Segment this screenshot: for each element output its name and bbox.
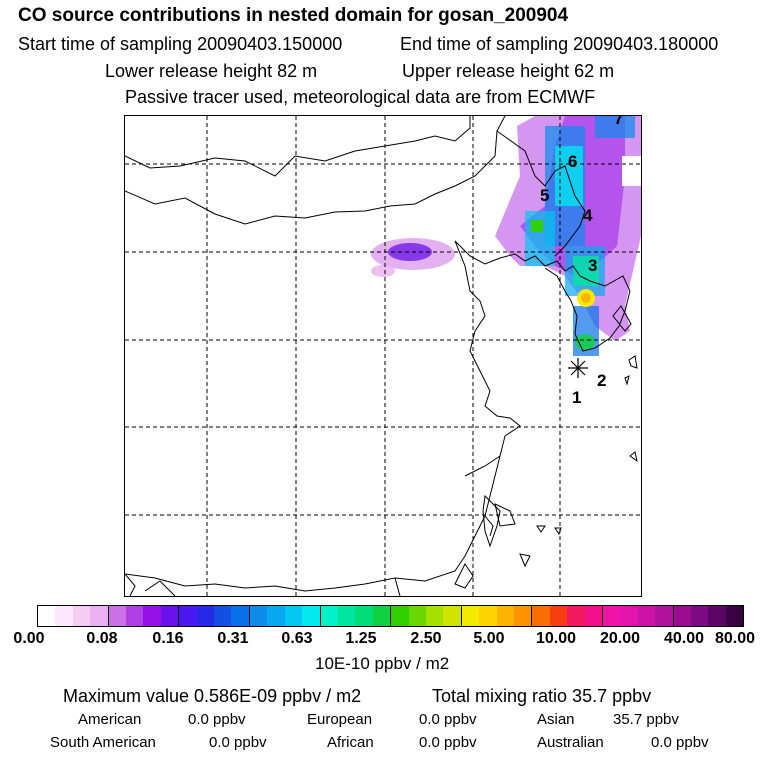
coastlines (125, 116, 638, 596)
colorbar-swatch (549, 606, 568, 626)
region-value-european: 0.0 ppbv (419, 711, 477, 728)
colorbar-swatch (513, 606, 533, 626)
colorbar-label: 80.00 (714, 630, 756, 647)
colorbar-swatch (72, 606, 91, 626)
colorbar-swatch (532, 606, 550, 626)
colorbar-swatch (408, 606, 426, 626)
colorbar-label: 1.25 (345, 630, 377, 647)
region-value-american: 0.0 ppbv (188, 711, 246, 728)
marker-7: 7 (614, 116, 623, 128)
colorbar (37, 605, 744, 627)
total-mixing-ratio: Total mixing ratio 35.7 ppbv (432, 686, 652, 706)
colorbar-swatch (496, 606, 514, 626)
colorbar-swatch (179, 606, 197, 626)
colorbar-label: 40.00 (663, 630, 705, 647)
colorbar-label: 5.00 (473, 630, 505, 647)
concentration-field (371, 116, 641, 356)
colorbar-swatch (55, 606, 73, 626)
map-canvas: 1 2 3 4 5 6 7 (125, 116, 641, 596)
colorbar-swatch (603, 606, 621, 626)
region-value-asian: 35.7 ppbv (613, 711, 679, 728)
colorbar-swatch (443, 606, 462, 626)
colorbar-label: 20.00 (599, 630, 641, 647)
start-time: Start time of sampling 20090403.150000 (18, 34, 343, 54)
colorbar-swatch (214, 606, 232, 626)
colorbar-label: 10.00 (535, 630, 577, 647)
end-time: End time of sampling 20090403.180000 (400, 34, 719, 54)
region-name-african: African (327, 734, 374, 751)
colorbar-swatch (391, 606, 409, 626)
colorbar-swatch (567, 606, 585, 626)
marker-5: 5 (540, 186, 549, 205)
region-value-african: 0.0 ppbv (419, 734, 477, 751)
colorbar-swatch (249, 606, 268, 626)
region-name-south-american: South American (50, 734, 156, 751)
colorbar-swatch (673, 606, 692, 626)
region-value-australian: 0.0 ppbv (651, 734, 709, 751)
colorbar-swatch (620, 606, 638, 626)
colorbar-label: 0.63 (281, 630, 313, 647)
colorbar-label: 0.08 (86, 630, 118, 647)
colorbar-swatch (584, 606, 603, 626)
colorbar-swatch (231, 606, 250, 626)
colorbar-swatch (425, 606, 444, 626)
marker-3: 3 (588, 256, 597, 275)
map-panel: 1 2 3 4 5 6 7 (124, 115, 642, 597)
tracer-note: Passive tracer used, meteorological data… (125, 87, 596, 107)
region-name-european: European (307, 711, 373, 728)
colorbar-swatch (90, 606, 109, 626)
colorbar-swatch (337, 606, 356, 626)
region-value-south-american: 0.0 ppbv (209, 734, 267, 751)
maximum-value: Maximum value 0.586E-09 ppbv / m2 (63, 686, 362, 706)
region-name-american: American (78, 711, 142, 728)
colorbar-swatch (160, 606, 180, 626)
colorbar-swatch (38, 606, 56, 626)
colorbar-swatch (479, 606, 497, 626)
colorbar-swatch (461, 606, 480, 626)
colorbar-label: 0.16 (152, 630, 184, 647)
colorbar-swatch (267, 606, 285, 626)
lower-release-height: Lower release height 82 m (105, 61, 318, 81)
colorbar-swatch (320, 606, 338, 626)
plot-title: CO source contributions in nested domain… (18, 5, 569, 26)
colorbar-swatch (108, 606, 127, 626)
marker-2: 2 (597, 371, 606, 390)
colorbar-swatch (637, 606, 656, 626)
colorbar-swatch (143, 606, 161, 626)
receptor-star-icon (568, 358, 588, 378)
colorbar-swatch (708, 606, 726, 626)
colorbar-swatch (302, 606, 321, 626)
colorbar-swatch (725, 606, 744, 626)
colorbar-swatch (691, 606, 709, 626)
colorbar-swatch (372, 606, 392, 626)
colorbar-label: 0.31 (217, 630, 249, 647)
colorbar-swatch (196, 606, 215, 626)
colorbar-swatch (655, 606, 674, 626)
colorbar-label: 2.50 (410, 630, 442, 647)
upper-release-height: Upper release height 62 m (402, 61, 615, 81)
lat-lon-grid (125, 116, 641, 596)
colorbar-swatch (284, 606, 303, 626)
colorbar-swatch (126, 606, 144, 626)
marker-6: 6 (568, 152, 577, 171)
colorbar-label: 0.00 (13, 630, 45, 647)
region-name-asian: Asian (537, 711, 575, 728)
marker-1: 1 (572, 388, 581, 407)
region-name-australian: Australian (537, 734, 604, 751)
colorbar-units: 10E-10 ppbv / m2 (315, 654, 450, 673)
marker-4: 4 (583, 206, 593, 225)
colorbar-swatch (355, 606, 373, 626)
